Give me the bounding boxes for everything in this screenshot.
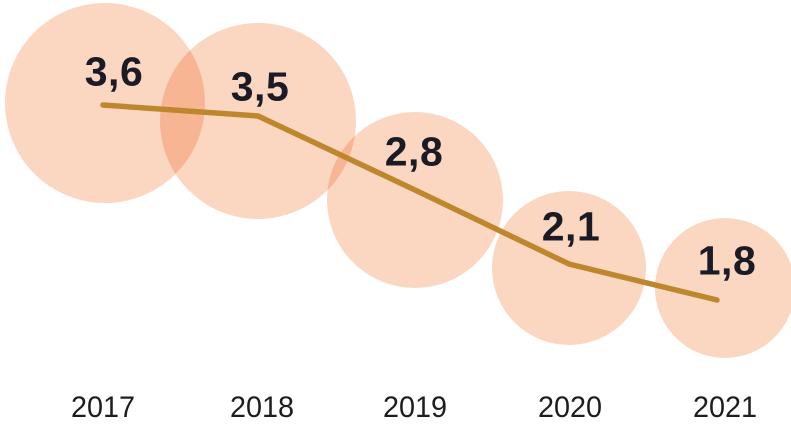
year-label-2020: 2020 [537, 391, 603, 424]
year-label-2021: 2021 [692, 391, 758, 424]
value-label-2020: 2,1 [541, 203, 601, 250]
value-label-2021: 1,8 [697, 237, 757, 284]
value-label-2019: 2,8 [384, 128, 444, 175]
year-label-2018: 2018 [229, 391, 295, 424]
year-label-2019: 2019 [382, 391, 448, 424]
year-label-2017: 2017 [70, 391, 136, 424]
value-label-2017: 3,6 [84, 48, 144, 95]
value-label-2018: 3,5 [230, 63, 290, 110]
